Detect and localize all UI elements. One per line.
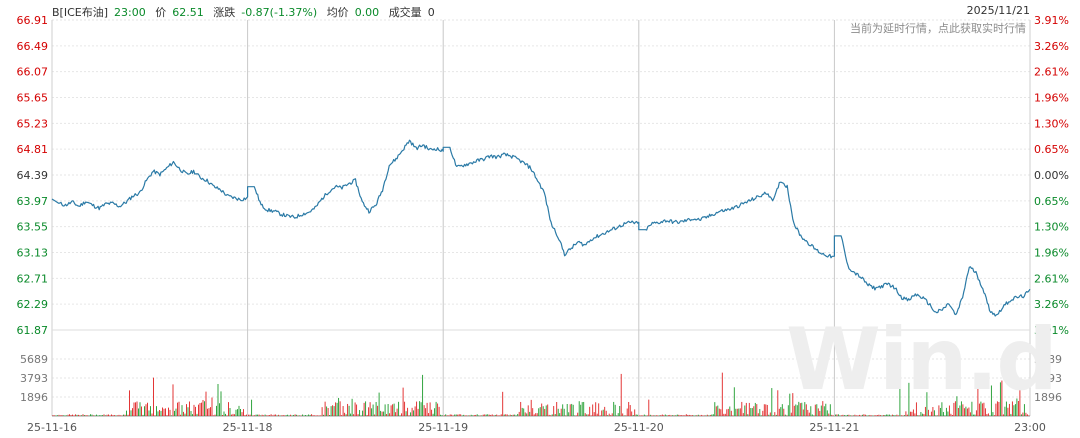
- quote-header: B[ICE布油] 23:00 价 62.51 涨跌 -0.87(-1.37%) 均价 0…: [52, 4, 441, 20]
- x-tick-label: 25-11-21: [809, 421, 859, 434]
- pct-tick-label: 1.30%: [1034, 117, 1069, 130]
- pct-tick-label: 3.26%: [1034, 40, 1069, 53]
- pct-tick-label: 1.96%: [1034, 92, 1069, 105]
- delayed-quote-link[interactable]: 当前为延时行情，点此获取实时行情: [850, 22, 1026, 35]
- price-label: 价: [155, 6, 167, 19]
- last-price: 62.51: [172, 6, 204, 19]
- pct-tick-label: 3.91%: [1034, 324, 1069, 337]
- price-tick-label: 63.13: [17, 247, 49, 260]
- price-tick-label: 65.65: [17, 92, 49, 105]
- volume-layer: [52, 372, 1030, 416]
- grid-layer: [51, 19, 1031, 417]
- price-tick-label: 66.07: [17, 66, 49, 79]
- x-tick-label: 25-11-16: [27, 421, 77, 434]
- pct-tick-label: 3.26%: [1034, 298, 1069, 311]
- pct-tick-label: 1.96%: [1034, 247, 1069, 260]
- avg-price: 0.00: [354, 6, 380, 19]
- avg-label: 均价: [326, 6, 349, 19]
- change-label: 涨跌: [213, 6, 236, 19]
- pct-tick-label: 3.91%: [1034, 14, 1069, 27]
- volume-tick-label: 3793: [20, 372, 48, 385]
- price-layer: [51, 139, 1031, 317]
- price-tick-label: 66.91: [17, 14, 49, 27]
- pct-tick-label: 0.00%: [1034, 169, 1069, 182]
- price-line: [51, 139, 1031, 317]
- volume-tick-label: 1896: [20, 391, 48, 404]
- price-tick-label: 61.87: [17, 324, 49, 337]
- volume-tick-label-right: 5689: [1034, 353, 1062, 366]
- price-tick-label: 62.29: [17, 298, 49, 311]
- quote-date: 2025/11/21: [966, 4, 1030, 17]
- price-tick-label: 64.39: [17, 169, 49, 182]
- x-tick-label: 25-11-20: [614, 421, 664, 434]
- volume-tick-label-right: 1896: [1034, 391, 1062, 404]
- pct-tick-label: 0.65%: [1034, 195, 1069, 208]
- price-tick-label: 63.97: [17, 195, 49, 208]
- pct-tick-label: 2.61%: [1034, 272, 1069, 285]
- volume-label: 成交量: [388, 6, 422, 19]
- price-change: -0.87(-1.37%): [241, 6, 318, 19]
- x-tick-label: 25-11-19: [418, 421, 468, 434]
- price-tick-label: 65.23: [17, 117, 49, 130]
- watermark: Win.d: [786, 310, 1058, 410]
- pct-tick-label: 0.65%: [1034, 143, 1069, 156]
- quote-time: 23:00: [114, 6, 146, 19]
- volume-tick-label-right: 3793: [1034, 372, 1062, 385]
- volume-value: 0: [427, 6, 435, 19]
- price-tick-label: 66.49: [17, 40, 49, 53]
- x-tick-label: 23:00: [1014, 421, 1046, 434]
- pct-tick-label: 1.30%: [1034, 221, 1069, 234]
- price-tick-label: 64.81: [17, 143, 49, 156]
- pct-tick-label: 2.61%: [1034, 66, 1069, 79]
- axis-layer: 66.91 3.91% 66.49 3.26% 66.07 2.61% 65.65 1.96%…: [17, 14, 1069, 434]
- volume-tick-label: 5689: [20, 353, 48, 366]
- instrument-name: B[ICE布油]: [52, 6, 109, 19]
- x-tick-label: 25-11-18: [223, 421, 273, 434]
- price-tick-label: 62.71: [17, 272, 49, 285]
- price-tick-label: 63.55: [17, 221, 49, 234]
